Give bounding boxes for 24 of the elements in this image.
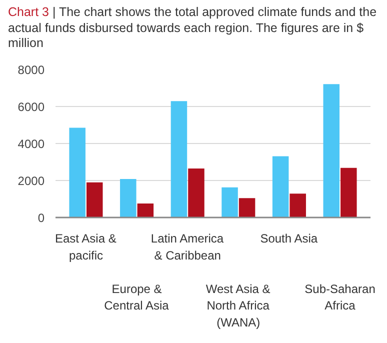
chart-title: Chart 3 | The chart shows the total approved climate funds and the actual funds disbursed towards each region. The figures are in $ million bbox=[8, 5, 378, 52]
bar bbox=[120, 178, 136, 218]
bar bbox=[137, 203, 154, 218]
x-tick-label: Sub-Saharan Africa bbox=[304, 282, 376, 313]
y-tick-label: 4000 bbox=[18, 136, 45, 151]
x-tick-label: West Asia & North Africa (WANA) bbox=[206, 282, 270, 330]
bar bbox=[238, 198, 256, 218]
y-tick-label: 2000 bbox=[18, 174, 45, 188]
x-tick-label: East Asia & pacific bbox=[54, 231, 116, 262]
bar bbox=[170, 101, 188, 218]
x-tick-label: Europe & Central Asia bbox=[104, 282, 170, 313]
bar bbox=[272, 156, 289, 218]
bar bbox=[323, 84, 340, 218]
bar bbox=[86, 182, 103, 218]
bar bbox=[222, 187, 238, 218]
bar bbox=[188, 168, 204, 218]
bar bbox=[290, 194, 306, 218]
y-tick-label: 0 bbox=[38, 210, 45, 225]
bar bbox=[340, 168, 357, 218]
x-tick-label: Latin America & Caribbean bbox=[150, 231, 224, 262]
x-tick-label: South Asia bbox=[260, 231, 318, 246]
y-tick-label: 6000 bbox=[18, 100, 45, 114]
y-tick-label: 8000 bbox=[18, 62, 45, 77]
bar bbox=[69, 128, 86, 218]
